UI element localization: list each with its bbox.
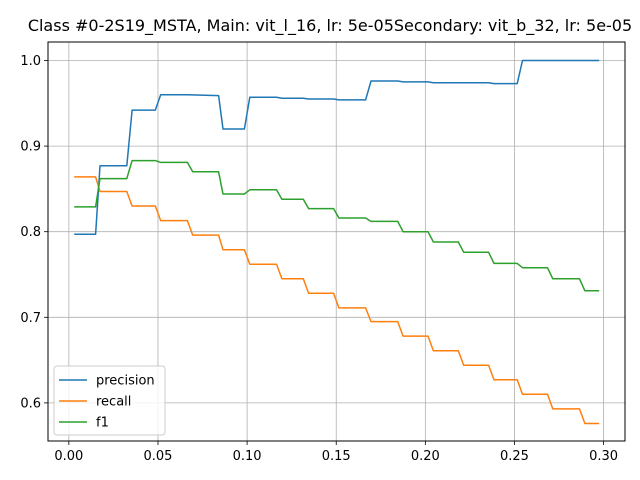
x-axis: 0.00 0.05 0.10 0.15 0.20 0.25 0.30: [54, 441, 618, 464]
x-tick-label: 0.25: [500, 449, 529, 464]
legend: precision recall f1: [53, 365, 166, 436]
grid: [48, 42, 625, 441]
y-tick-label: 1.0: [20, 54, 41, 69]
y-axis: 0.6 0.7 0.8 0.9 1.0: [20, 54, 48, 411]
x-tick-label: 0.15: [322, 449, 351, 464]
legend-label-precision: precision: [96, 374, 155, 389]
legend-label-recall: recall: [96, 395, 131, 410]
y-tick-label: 0.7: [20, 311, 41, 326]
x-tick-label: 0.00: [54, 449, 83, 464]
legend-box: [53, 365, 166, 436]
x-tick-label: 0.05: [144, 449, 173, 464]
x-tick-label: 0.30: [589, 449, 618, 464]
series-layer: [74, 59, 600, 425]
series-line-recall: [74, 176, 600, 425]
y-tick-label: 0.9: [20, 140, 41, 155]
x-tick-label: 0.10: [233, 449, 262, 464]
legend-label-f1: f1: [96, 416, 109, 431]
x-tick-label: 0.20: [411, 449, 440, 464]
y-tick-label: 0.6: [20, 396, 41, 411]
series-line-precision: [74, 59, 600, 236]
y-tick-label: 0.8: [20, 225, 41, 240]
chart-title: Class #0-2S19_MSTA, Main: vit_l_16, lr: …: [28, 16, 632, 36]
series-line-f1: [74, 159, 600, 292]
